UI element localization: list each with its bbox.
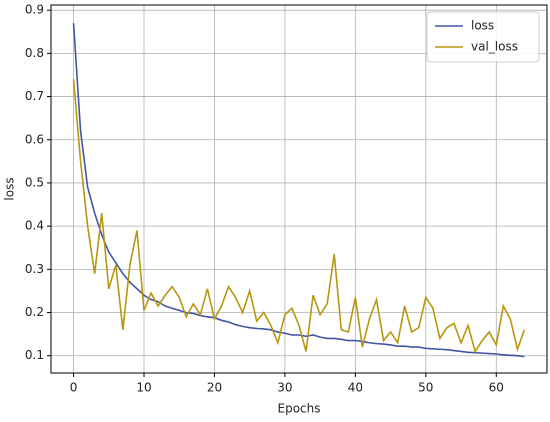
y-tick-label: 0.1 <box>25 348 44 362</box>
y-tick-label: 0.2 <box>25 305 44 319</box>
legend-label: val_loss <box>471 40 518 54</box>
legend-box <box>426 11 540 63</box>
line-series <box>72 23 525 358</box>
y-tick-label: 0.9 <box>25 3 44 17</box>
line-series <box>72 79 526 354</box>
y-tick-label: 0.3 <box>25 262 44 276</box>
y-tick-label: 0.5 <box>25 175 44 189</box>
y-tick-label: 0.6 <box>25 132 44 146</box>
x-tick-label: 0 <box>70 381 78 395</box>
x-tick-label: 10 <box>136 381 151 395</box>
x-tick-label: 30 <box>277 381 292 395</box>
x-axis-label: Epochs <box>278 402 321 416</box>
x-tick-label: 50 <box>418 381 433 395</box>
y-axis-label: loss <box>3 177 17 200</box>
x-tick-label: 40 <box>348 381 363 395</box>
x-tick-label: 20 <box>207 381 222 395</box>
y-tick-label: 0.4 <box>25 219 44 233</box>
y-tick-label: 0.8 <box>25 46 44 60</box>
x-tick-label: 60 <box>489 381 504 395</box>
y-tick-label: 0.7 <box>25 89 44 103</box>
plot-frame <box>50 4 548 374</box>
legend-label: loss <box>471 19 494 33</box>
